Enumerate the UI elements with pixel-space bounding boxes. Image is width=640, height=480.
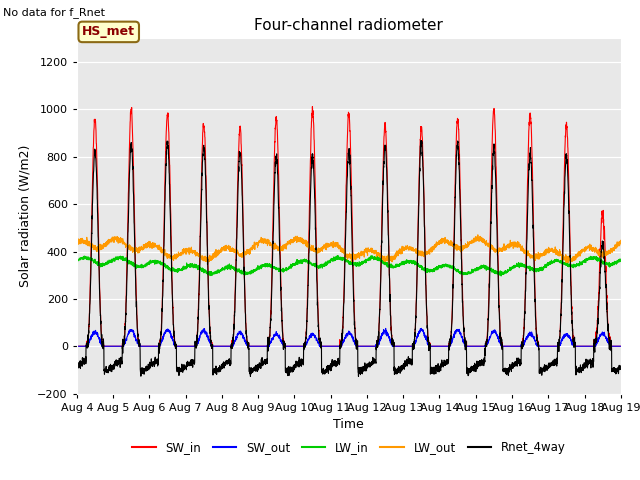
LW_out (617, 238, 625, 243)
SW_out (402, 343, 410, 349)
SW_in (616, 343, 624, 349)
SW_in (565, 195, 573, 201)
LW_in (225, 266, 232, 272)
LW_out (412, 248, 419, 253)
SW_out (412, 341, 419, 347)
Line: SW_in: SW_in (77, 107, 621, 346)
LW_out (402, 246, 410, 252)
LW_in (189, 262, 197, 268)
LW_in (617, 258, 625, 264)
SW_out (189, 343, 197, 349)
Rnet_4way (402, 360, 410, 365)
LW_out (565, 257, 573, 263)
LW_in (412, 260, 419, 266)
Text: HS_met: HS_met (82, 25, 135, 38)
Line: LW_in: LW_in (77, 255, 621, 276)
SW_out (617, 343, 625, 349)
Title: Four-channel radiometer: Four-channel radiometer (254, 18, 444, 33)
LW_in (334, 252, 342, 258)
Rnet_4way (73, 362, 81, 368)
LW_out (73, 240, 81, 245)
LW_in (73, 257, 81, 263)
LW_in (497, 273, 505, 279)
LW_in (565, 263, 573, 268)
LW_out (189, 250, 197, 255)
LW_out (385, 261, 393, 266)
SW_in (402, 343, 410, 349)
LW_in (617, 259, 625, 264)
LW_out (225, 242, 232, 248)
Line: SW_out: SW_out (77, 328, 621, 346)
Rnet_4way (246, 373, 254, 379)
SW_in (189, 343, 197, 349)
SW_out (418, 325, 426, 331)
LW_out (474, 232, 482, 238)
Rnet_4way (565, 225, 573, 230)
Rnet_4way (225, 357, 232, 362)
SW_out (616, 343, 624, 349)
Rnet_4way (617, 366, 625, 372)
SW_out (225, 343, 232, 349)
Y-axis label: Solar radiation (W/m2): Solar radiation (W/m2) (19, 145, 32, 287)
X-axis label: Time: Time (333, 418, 364, 431)
Rnet_4way (617, 365, 625, 371)
Rnet_4way (412, 326, 419, 332)
SW_in (225, 343, 232, 349)
SW_in (412, 326, 419, 332)
Rnet_4way (189, 359, 197, 365)
Line: Rnet_4way: Rnet_4way (77, 141, 621, 376)
SW_in (308, 104, 316, 109)
SW_out (73, 343, 81, 349)
SW_in (73, 343, 81, 349)
LW_out (617, 238, 625, 244)
Legend: SW_in, SW_out, LW_in, LW_out, Rnet_4way: SW_in, SW_out, LW_in, LW_out, Rnet_4way (127, 436, 570, 459)
SW_out (565, 333, 573, 339)
Text: No data for f_Rnet: No data for f_Rnet (3, 7, 105, 18)
Rnet_4way (417, 138, 425, 144)
LW_in (402, 258, 410, 264)
SW_in (617, 343, 625, 349)
Line: LW_out: LW_out (77, 235, 621, 264)
